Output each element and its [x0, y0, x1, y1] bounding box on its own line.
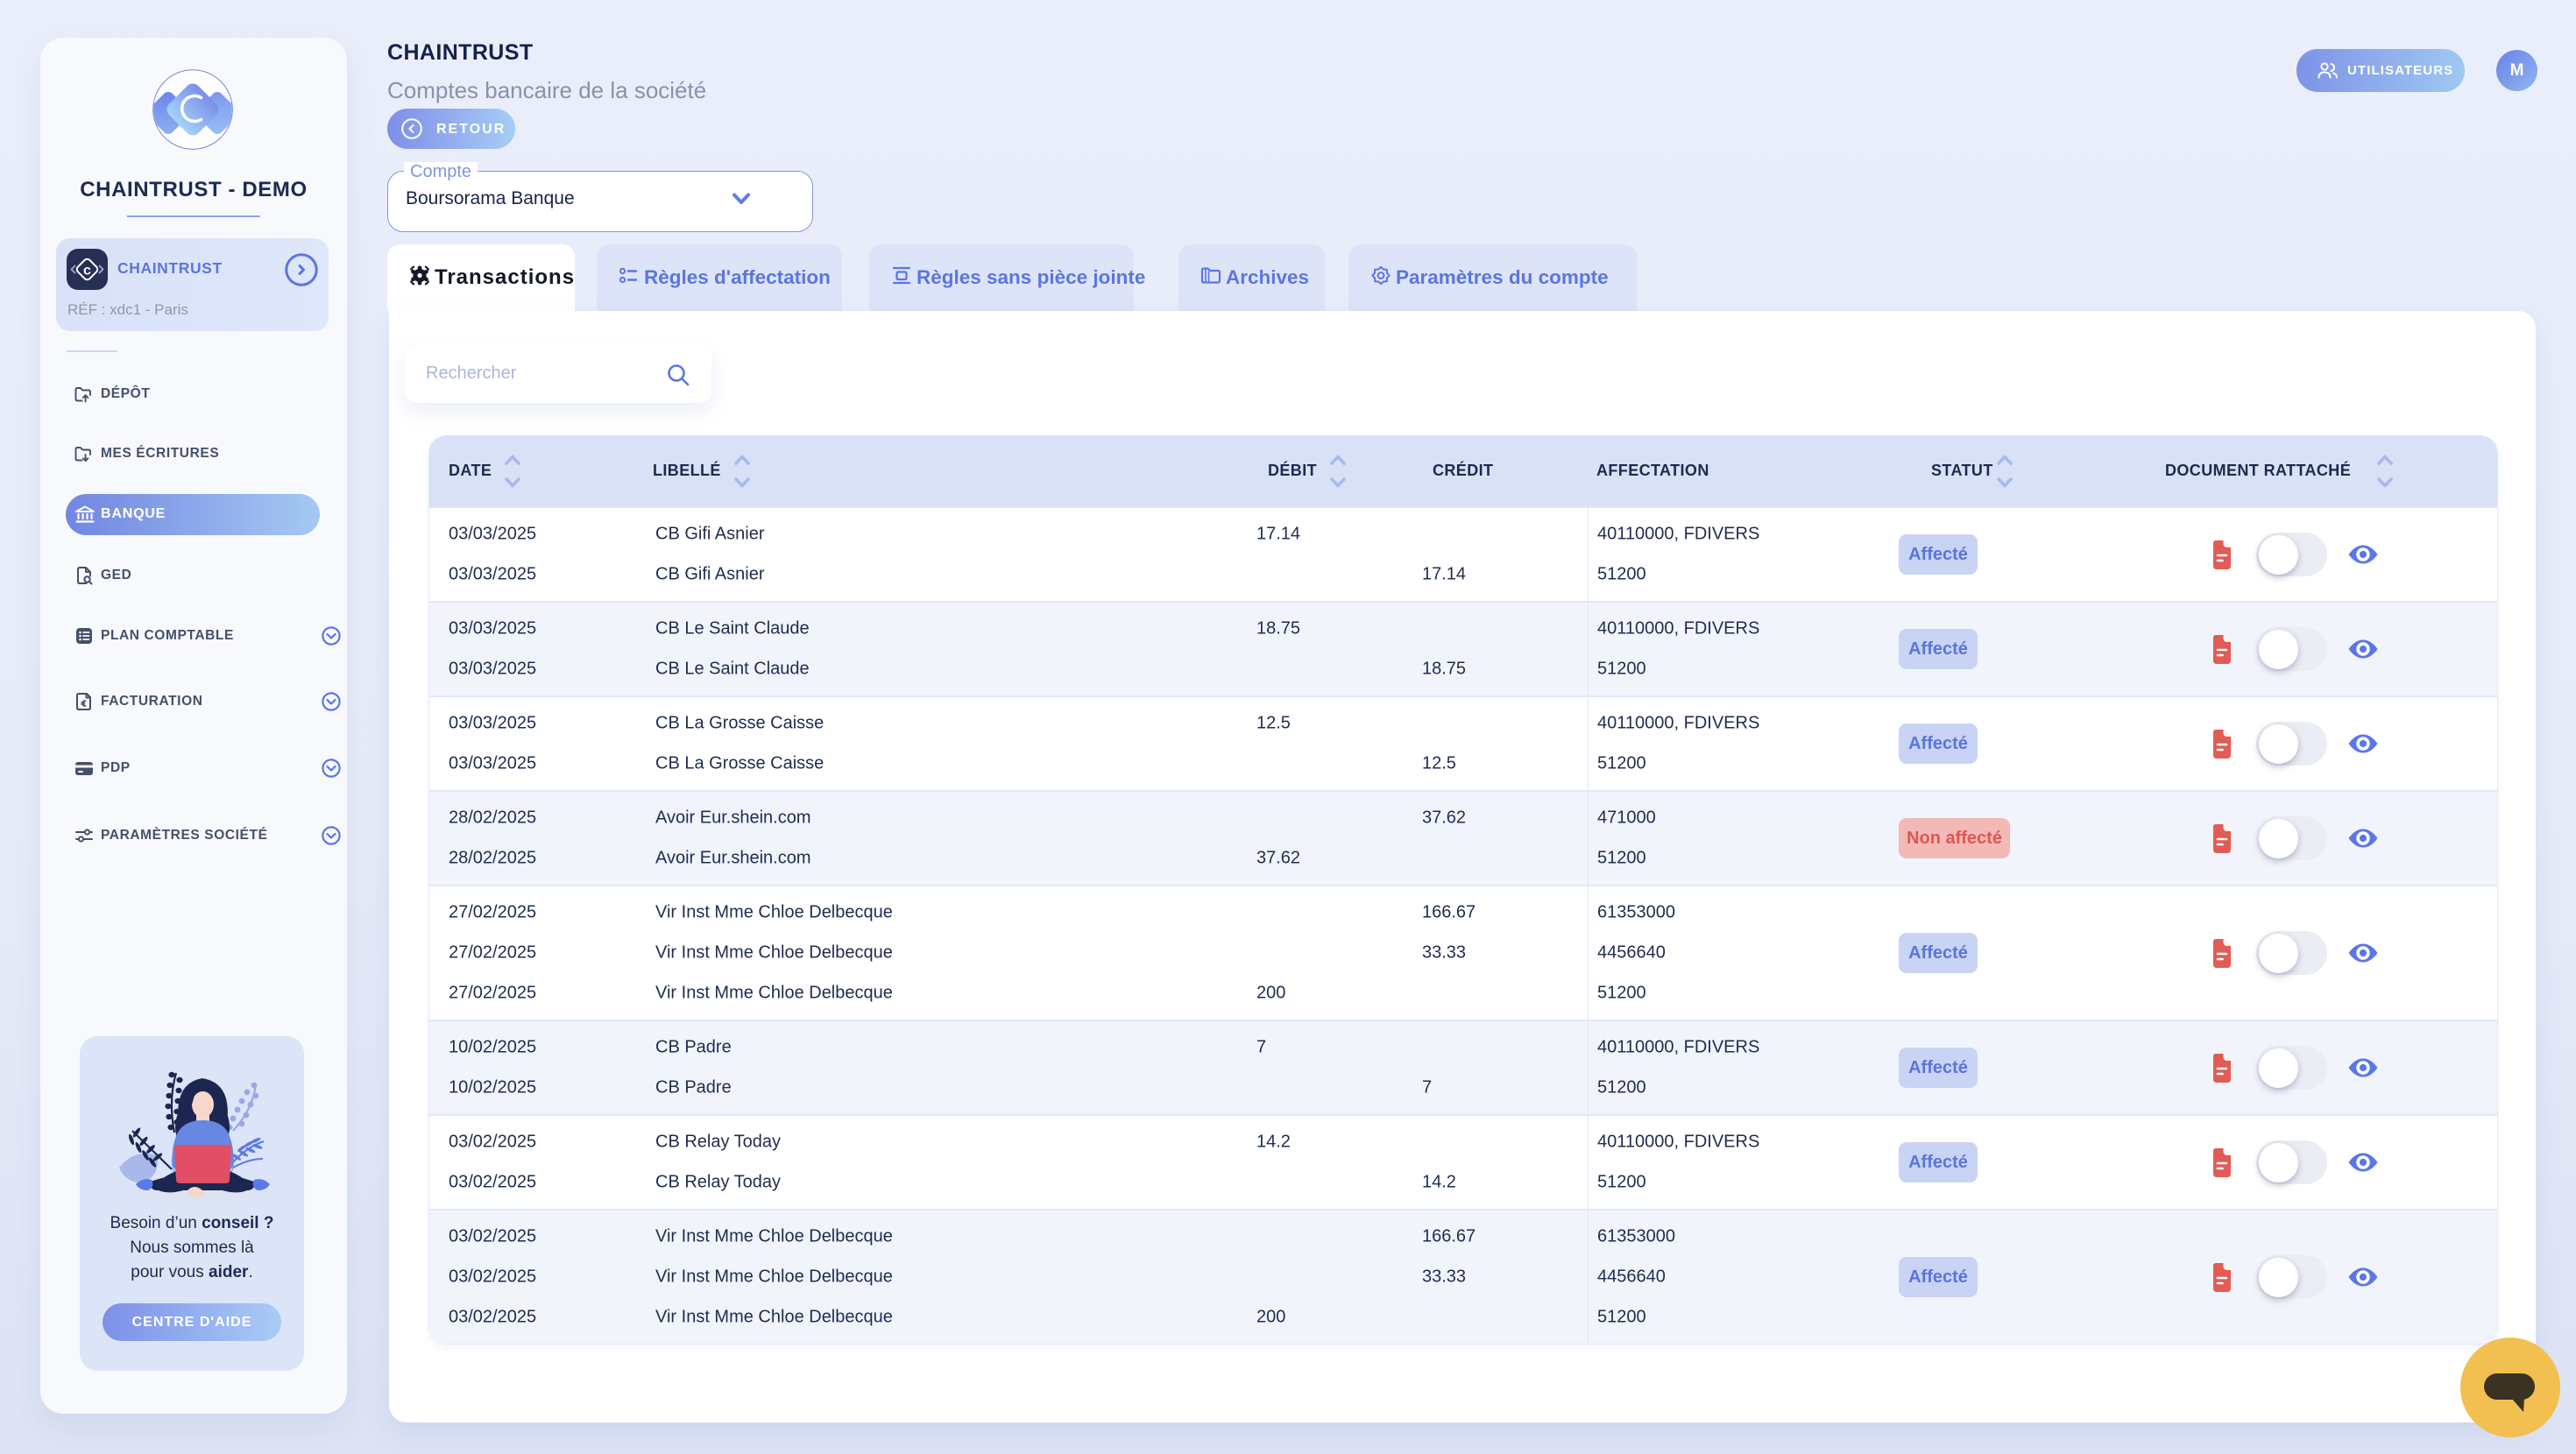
svg-text:c: c: [83, 264, 91, 279]
